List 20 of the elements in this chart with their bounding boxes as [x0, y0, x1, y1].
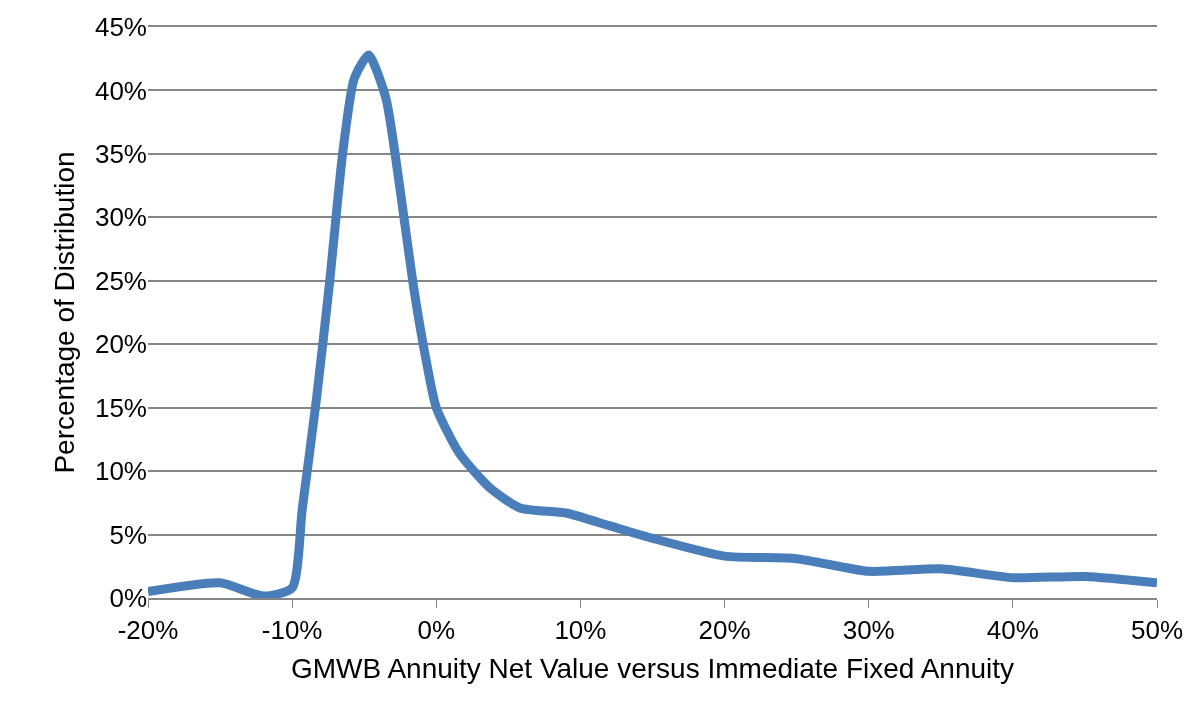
y-tick-label: 35% [94, 138, 147, 169]
y-tick-label: 30% [94, 202, 147, 233]
y-tick-label: 25% [94, 265, 147, 296]
y-tick-label: 45% [94, 12, 147, 43]
y-tick-label: 0% [109, 583, 147, 614]
x-tick-label: 40% [986, 615, 1039, 646]
x-tick-label: 20% [698, 615, 751, 646]
x-tick-label: 0% [417, 615, 456, 646]
x-tick-label: -10% [261, 615, 323, 646]
x-tick-label: 50% [1130, 615, 1184, 646]
y-tick-label: 5% [109, 519, 147, 550]
y-tick-label: 10% [94, 456, 147, 487]
x-tick-label: 10% [554, 615, 607, 646]
y-tick-label: 40% [94, 75, 147, 106]
y-tick-label: 15% [94, 392, 147, 423]
x-tick-label: -20% [117, 615, 179, 646]
y-axis-title: Percentage of Distribution [48, 151, 80, 474]
x-axis-title: GMWB Annuity Net Value versus Immediate Fixed Annuity [290, 652, 1015, 684]
x-tick-label: 30% [842, 615, 895, 646]
y-tick-label: 20% [94, 329, 147, 360]
